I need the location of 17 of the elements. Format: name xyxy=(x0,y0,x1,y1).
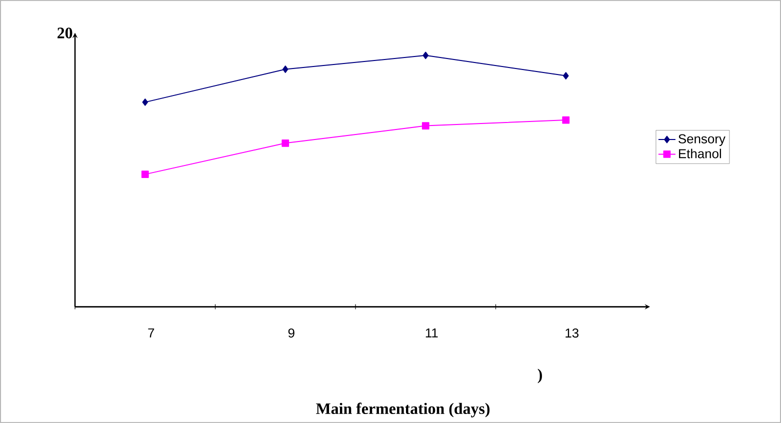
point xyxy=(562,72,569,80)
text: 20 xyxy=(58,28,72,38)
x-tick-label: 9 xyxy=(288,328,294,338)
point xyxy=(142,98,148,106)
x-tick-label: 7 xyxy=(148,328,154,338)
point xyxy=(422,52,429,60)
legend-label: Sensory xyxy=(678,134,726,146)
x-tick-label: 11 xyxy=(426,328,438,338)
text: ) xyxy=(538,368,542,384)
legend-label: Ethanol xyxy=(679,148,721,158)
point xyxy=(282,139,290,147)
point xyxy=(282,66,288,73)
x-axis-title: Main fermentation (days) xyxy=(316,402,490,418)
point xyxy=(422,122,430,130)
point xyxy=(141,170,149,178)
x-tick-label: 13 xyxy=(566,328,578,338)
point xyxy=(562,116,570,124)
